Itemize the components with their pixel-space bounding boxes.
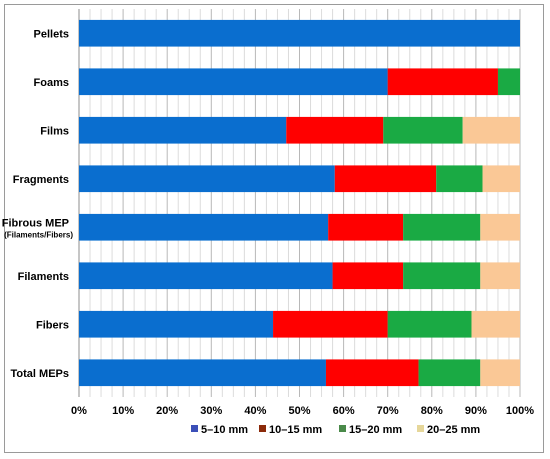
bar-segment — [334, 165, 437, 193]
legend-label: 20–25 mm — [427, 424, 480, 436]
bars-layer — [79, 19, 520, 387]
category-label: Fibrous MEP — [2, 217, 69, 229]
category-label: Total MEPs — [11, 368, 69, 380]
bar-segment — [387, 68, 498, 96]
category-label: Foams — [34, 77, 69, 89]
bar-segment — [497, 68, 520, 96]
legend-swatch — [339, 425, 346, 432]
legend-label: 15–20 mm — [349, 424, 402, 436]
x-tick-label: 80% — [421, 405, 443, 417]
bar-segment — [383, 116, 463, 144]
legend-item: 5–10 mm — [191, 424, 248, 436]
x-tick-label: 0% — [71, 405, 87, 417]
legend-item: 15–20 mm — [339, 424, 402, 436]
bar-segment — [286, 116, 384, 144]
bar-segment — [325, 359, 419, 387]
bar-segment — [418, 359, 481, 387]
bar-segment — [79, 310, 274, 338]
legend-item: 20–25 mm — [417, 424, 480, 436]
bar-segment — [482, 165, 520, 193]
bar-segment — [462, 116, 520, 144]
legend-swatch — [191, 425, 198, 432]
legend-label: 10–15 mm — [269, 424, 322, 436]
x-tick-label: 100% — [506, 405, 534, 417]
grid-layer — [78, 9, 521, 397]
x-tick-label: 60% — [333, 405, 355, 417]
x-tick-labels: 0% 10% 20% 30% 40% 50% 60% 70% 80% 90% 100% — [71, 405, 534, 417]
bar-segment — [403, 262, 481, 290]
category-label: Fragments — [13, 174, 69, 186]
bar-segment — [273, 310, 388, 338]
category-label: Fibers — [36, 319, 69, 331]
category-label: Pellets — [34, 28, 69, 40]
category-label: Films — [40, 125, 69, 137]
category-label: Filaments — [18, 271, 69, 283]
bar-segment — [328, 213, 404, 241]
bar-segment — [387, 310, 472, 338]
bar-segment — [79, 68, 388, 96]
bar-segment — [480, 359, 520, 387]
bar-segment — [436, 165, 483, 193]
legend-item: 10–15 mm — [259, 424, 322, 436]
category-sublabel: (Filaments/Fibers) — [4, 230, 73, 239]
bar-segment — [79, 262, 333, 290]
legend: 5–10 mm 10–15 mm 15–20 mm 20–25 mm — [191, 424, 480, 436]
legend-swatch — [417, 425, 424, 432]
x-tick-label: 50% — [288, 405, 310, 417]
bar-segment — [79, 359, 326, 387]
bar-segment — [403, 213, 481, 241]
bar-segment — [480, 213, 520, 241]
x-tick-label: 20% — [156, 405, 178, 417]
x-tick-label: 70% — [377, 405, 399, 417]
category-labels: Pellets Foams Films Fragments Fibrous MEP(Fi… — [2, 28, 74, 380]
bar-segment — [332, 262, 404, 290]
bar-segment — [471, 310, 520, 338]
bar-segment — [79, 19, 520, 47]
legend-label: 5–10 mm — [201, 424, 248, 436]
bar-segment — [480, 262, 520, 290]
x-tick-label: 90% — [465, 405, 487, 417]
x-tick-label: 40% — [244, 405, 266, 417]
x-tick-label: 30% — [200, 405, 222, 417]
legend-swatch — [259, 425, 266, 432]
bar-segment — [79, 213, 329, 241]
bar-segment — [79, 165, 335, 193]
bar-segment — [79, 116, 287, 144]
x-tick-label: 10% — [112, 405, 134, 417]
